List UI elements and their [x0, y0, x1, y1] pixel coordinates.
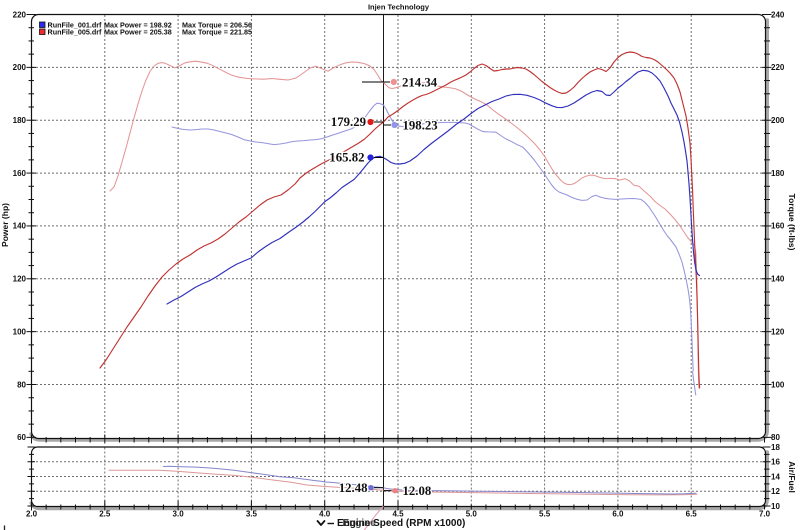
svg-text:120: 120 [771, 327, 785, 336]
svg-text:Max Power = 205.38: Max Power = 205.38 [104, 27, 172, 36]
svg-text:214.34: 214.34 [402, 76, 438, 90]
svg-text:220: 220 [771, 63, 785, 72]
svg-text:4.0: 4.0 [319, 510, 331, 519]
svg-text:Max Torque = 206.56: Max Torque = 206.56 [182, 20, 252, 29]
svg-text:160: 160 [13, 169, 27, 178]
svg-text:Injen Technology: Injen Technology [368, 3, 430, 12]
svg-text:RunFile_001.drf: RunFile_001.drf [48, 20, 103, 29]
svg-text:220: 220 [13, 10, 27, 19]
svg-text:2.0: 2.0 [26, 510, 38, 519]
svg-text:Torque (ft-lbs): Torque (ft-lbs) [787, 194, 797, 251]
svg-text:12.48: 12.48 [339, 481, 368, 495]
svg-text:165.82: 165.82 [329, 151, 364, 165]
svg-text:198.23: 198.23 [403, 119, 438, 133]
svg-text:80: 80 [771, 433, 780, 442]
svg-text:18: 18 [771, 443, 780, 452]
svg-text:200: 200 [13, 63, 27, 72]
svg-text:6.5: 6.5 [686, 510, 698, 519]
svg-text:10: 10 [771, 502, 780, 511]
svg-text:Engine Speed (RPM x1000): Engine Speed (RPM x1000) [337, 518, 465, 529]
svg-text:3.0: 3.0 [173, 510, 185, 519]
svg-text:200: 200 [771, 116, 785, 125]
svg-text:Max Torque = 221.85: Max Torque = 221.85 [182, 27, 252, 36]
svg-text:240: 240 [771, 10, 785, 19]
svg-text:80: 80 [17, 380, 26, 389]
svg-text:140: 140 [771, 275, 785, 284]
svg-text:180: 180 [771, 169, 785, 178]
svg-text:Power (hp): Power (hp) [0, 203, 10, 247]
svg-text:14: 14 [771, 472, 780, 481]
svg-text:180: 180 [13, 116, 27, 125]
svg-text:6.0: 6.0 [612, 510, 624, 519]
svg-text:5.0: 5.0 [466, 510, 478, 519]
svg-text:Engine: Engine [343, 518, 377, 529]
svg-text:100: 100 [13, 327, 27, 336]
svg-text:120: 120 [13, 275, 27, 284]
svg-text:RunFile_005.drf: RunFile_005.drf [48, 27, 103, 36]
svg-text:Max Power = 198.92: Max Power = 198.92 [104, 20, 172, 29]
svg-text:12.08: 12.08 [403, 484, 432, 498]
svg-text:60: 60 [17, 433, 26, 442]
svg-text:16: 16 [771, 458, 780, 467]
svg-text:160: 160 [771, 222, 785, 231]
svg-text:100: 100 [771, 380, 785, 389]
svg-text:Air/Fuel: Air/Fuel [787, 461, 797, 493]
svg-text:4.5: 4.5 [392, 510, 404, 519]
svg-text:12: 12 [771, 487, 780, 496]
svg-text:7.0: 7.0 [759, 510, 771, 519]
svg-text:179.29: 179.29 [331, 115, 366, 129]
svg-text:5.5: 5.5 [539, 510, 551, 519]
svg-text:2.5: 2.5 [99, 510, 111, 519]
svg-text:3.5: 3.5 [246, 510, 258, 519]
svg-text:140: 140 [13, 222, 27, 231]
